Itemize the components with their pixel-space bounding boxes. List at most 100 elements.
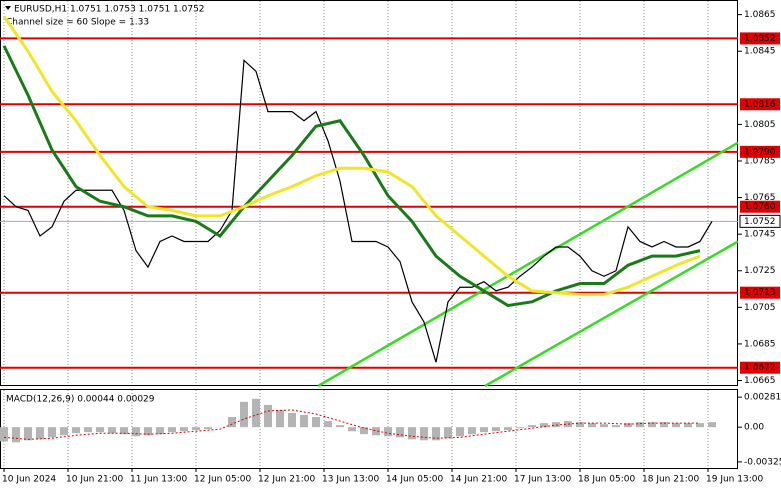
histogram-bar bbox=[144, 427, 152, 436]
histogram-bar bbox=[504, 427, 512, 431]
histogram-bar bbox=[432, 427, 440, 441]
histogram-bar bbox=[96, 427, 104, 433]
y-tick-label: 0.00281 bbox=[744, 393, 781, 403]
histogram-bar bbox=[60, 427, 68, 436]
histogram-bar bbox=[708, 422, 716, 428]
histogram-bar bbox=[228, 417, 236, 428]
histogram-bar bbox=[312, 417, 320, 428]
histogram-bar bbox=[588, 423, 596, 428]
histogram-bar bbox=[36, 427, 44, 440]
x-tick-label: 13 Jun 13:00 bbox=[322, 475, 379, 485]
histogram-bar bbox=[24, 427, 32, 441]
histogram-bar bbox=[372, 427, 380, 436]
histogram-bar bbox=[336, 425, 344, 428]
histogram-bar bbox=[444, 427, 452, 439]
histogram-bar bbox=[612, 425, 620, 428]
y-tick-label: 1.0845 bbox=[744, 47, 776, 57]
level-label: 1.0760 bbox=[744, 202, 776, 212]
histogram-bar bbox=[468, 427, 476, 435]
histogram-bar bbox=[540, 423, 548, 428]
moving-average bbox=[2, 45, 701, 308]
histogram-bar bbox=[396, 427, 404, 438]
histogram-bar bbox=[624, 423, 632, 428]
histogram-bar bbox=[696, 423, 704, 428]
panel-arrow bbox=[5, 6, 11, 10]
y-tick-label: 1.0765 bbox=[744, 193, 776, 203]
histogram-bar bbox=[480, 427, 488, 433]
x-tick-label: 17 Jun 13:00 bbox=[514, 475, 571, 485]
x-tick-label: 19 Jun 13:00 bbox=[706, 475, 763, 485]
y-tick-label: 1.0805 bbox=[744, 120, 776, 130]
channel-line bbox=[317, 141, 739, 388]
moving-average bbox=[2, 15, 701, 297]
channel-line bbox=[484, 240, 739, 388]
histogram-bar bbox=[636, 422, 644, 428]
histogram-bar bbox=[192, 427, 200, 431]
y-tick-label: -0.00325 bbox=[744, 457, 781, 467]
y-tick-label: 1.0785 bbox=[744, 156, 776, 166]
chart-subtitle: Channel size = 60 Slope = 1.33 bbox=[6, 18, 149, 28]
y-tick-label: 1.0745 bbox=[744, 230, 776, 240]
histogram-bar bbox=[492, 427, 500, 432]
level-label-box bbox=[740, 145, 780, 158]
current-price-box bbox=[739, 214, 781, 228]
histogram-bar bbox=[156, 427, 164, 435]
histogram-bar bbox=[108, 427, 116, 434]
x-tick-label: 11 Jun 13:00 bbox=[130, 475, 187, 485]
y-tick-label: 0.00 bbox=[744, 423, 764, 433]
histogram-bar bbox=[288, 412, 296, 428]
signal-line bbox=[3, 409, 700, 440]
x-tick-label: 14 Jun 05:00 bbox=[386, 475, 443, 485]
level-label-box bbox=[740, 361, 780, 374]
histogram-bar bbox=[384, 427, 392, 437]
y-tick-label: 1.0725 bbox=[744, 266, 776, 276]
histogram-bar bbox=[516, 427, 524, 429]
histogram-bar bbox=[576, 422, 584, 428]
macd-title: MACD(12,26,9) 0.00044 0.00029 bbox=[6, 395, 155, 405]
histogram-bar bbox=[324, 421, 332, 428]
current-price-label: 1.0752 bbox=[744, 217, 776, 227]
histogram-bar bbox=[276, 409, 284, 428]
histogram-bar bbox=[204, 427, 212, 430]
histogram-bar bbox=[72, 427, 80, 434]
histogram-bar bbox=[528, 425, 536, 428]
x-tick-label: 10 Jun 21:00 bbox=[66, 475, 123, 485]
histogram-bar bbox=[420, 427, 428, 441]
level-label-box bbox=[740, 200, 780, 213]
level-label-box bbox=[740, 286, 780, 299]
chart-title: EURUSD,H1 1.0751 1.0753 1.0751 1.0752 bbox=[14, 5, 205, 15]
histogram-bar bbox=[456, 427, 464, 437]
histogram-bar bbox=[348, 427, 356, 432]
histogram-bar bbox=[300, 414, 308, 428]
histogram-bar bbox=[264, 404, 272, 428]
histogram-bar bbox=[648, 422, 656, 428]
price-panel bbox=[0, 0, 738, 386]
x-tick-label: 18 Jun 21:00 bbox=[642, 475, 699, 485]
histogram-bar bbox=[252, 398, 260, 428]
histogram-bar bbox=[684, 423, 692, 428]
x-tick-label: 14 Jun 21:00 bbox=[450, 475, 507, 485]
histogram-bar bbox=[672, 423, 680, 428]
level-label-box bbox=[740, 32, 780, 45]
histogram-bar bbox=[180, 427, 188, 432]
level-label: 1.0672 bbox=[744, 363, 776, 373]
level-label: 1.0713 bbox=[744, 288, 776, 298]
histogram-bar bbox=[120, 427, 128, 435]
y-tick-label: 1.0685 bbox=[744, 339, 776, 349]
histogram-bar bbox=[168, 427, 176, 433]
x-tick-label: 18 Jun 05:00 bbox=[578, 475, 635, 485]
histogram-bar bbox=[600, 424, 608, 428]
histogram-bar bbox=[240, 401, 248, 428]
x-tick-label: 12 Jun 05:00 bbox=[194, 475, 251, 485]
level-label: 1.0852 bbox=[744, 34, 776, 44]
x-tick-label: 12 Jun 21:00 bbox=[258, 475, 315, 485]
histogram-bar bbox=[12, 427, 20, 443]
histogram-bar bbox=[84, 427, 92, 433]
level-label: 1.0790 bbox=[744, 147, 776, 157]
y-tick-label: 1.0705 bbox=[744, 303, 776, 313]
histogram-bar bbox=[660, 422, 668, 428]
x-tick-label: 10 Jun 2024 bbox=[2, 475, 56, 485]
histogram-bar bbox=[0, 427, 8, 442]
y-tick-label: 1.0665 bbox=[744, 376, 776, 386]
